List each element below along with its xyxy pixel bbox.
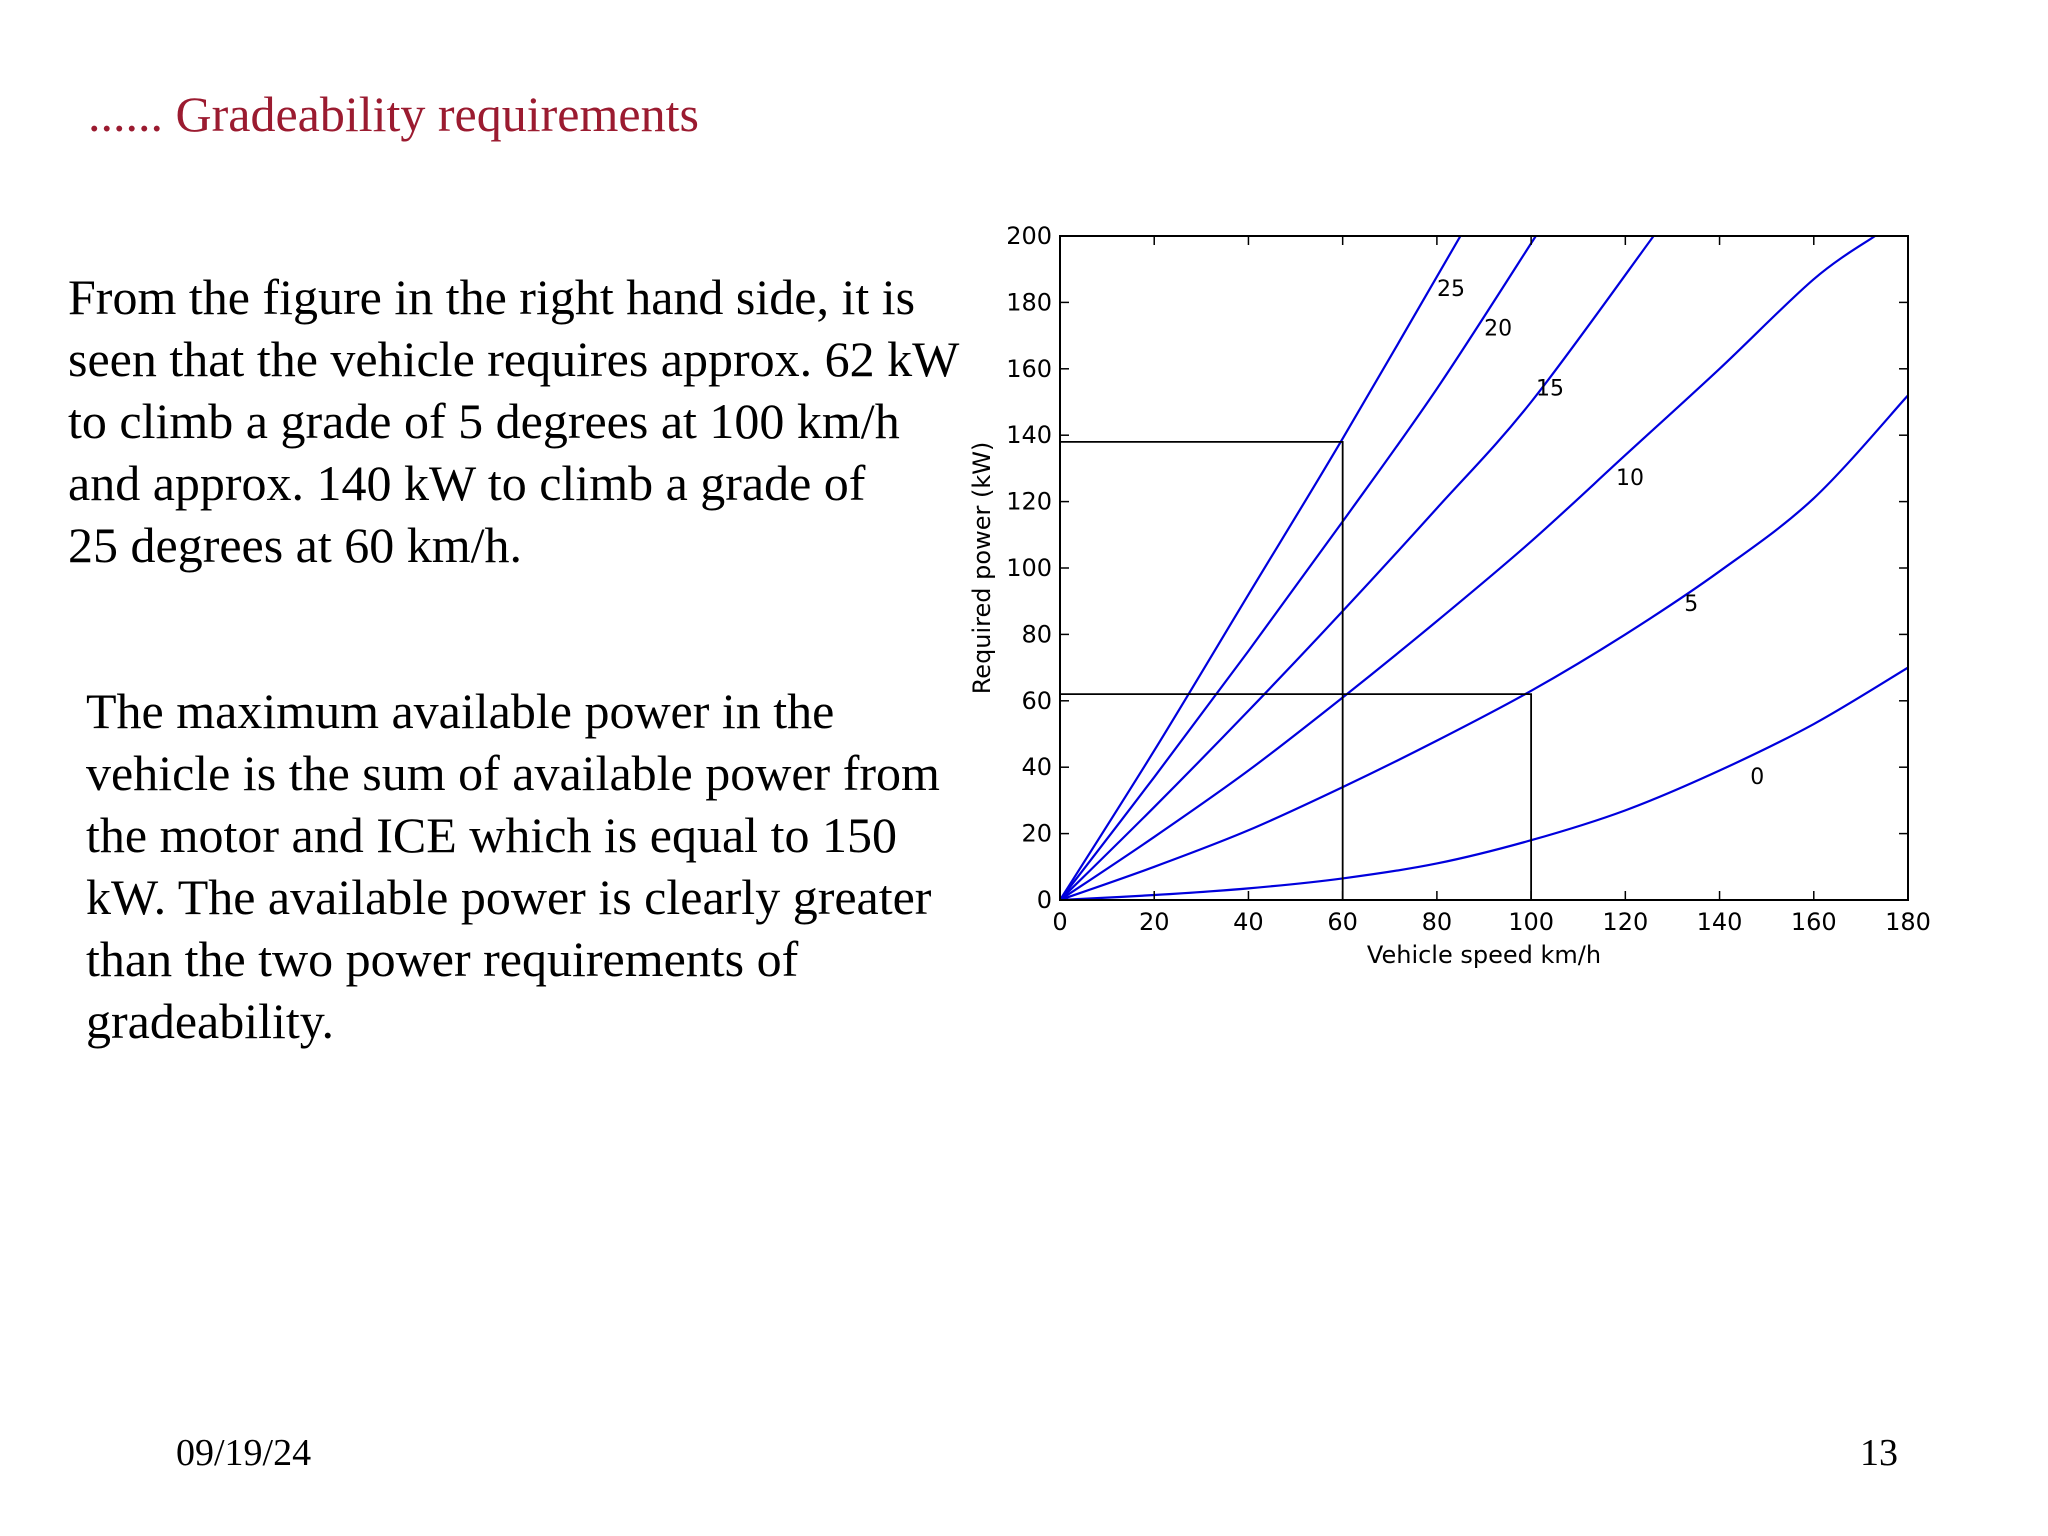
paragraph-line: and approx. 140 kW to climb a grade of [68, 455, 866, 511]
page-number: 13 [1860, 1432, 1898, 1474]
x-tick-label: 100 [1508, 908, 1554, 936]
paragraph-line: The maximum available power in the [86, 683, 835, 739]
series-line-grade-20 [1060, 236, 1537, 900]
y-tick-label: 20 [1021, 820, 1052, 848]
reference-line-1 [1060, 440, 1344, 900]
x-axis-label: Vehicle speed km/h [1367, 941, 1601, 969]
paragraph-line: seen that the vehicle requires approx. 6… [68, 331, 960, 387]
curve-label-5: 5 [1684, 592, 1698, 617]
y-tick-label: 120 [1006, 488, 1052, 516]
paragraph-line: than the two power requirements of [86, 931, 799, 987]
y-tick-label: 160 [1006, 355, 1052, 383]
x-tick-label: 0 [1052, 908, 1067, 936]
x-tick-label: 80 [1422, 908, 1453, 936]
paragraph-line: to climb a grade of 5 degrees at 100 km/… [68, 393, 900, 449]
curve-label-20: 20 [1484, 317, 1512, 342]
x-tick-label: 140 [1697, 908, 1743, 936]
series-line-grade-0 [1060, 666, 1908, 900]
curve-label-15: 15 [1536, 376, 1564, 401]
paragraph-line: From the figure in the right hand side, … [68, 269, 916, 325]
paragraph-line: 25 degrees at 60 km/h. [68, 517, 523, 573]
series-line-grade-5 [1060, 394, 1908, 900]
series-line-grade-15 [1060, 236, 1655, 900]
y-tick-label: 180 [1006, 288, 1052, 316]
y-tick-label: 60 [1021, 687, 1052, 715]
axes: 0 20 40 60 80 100 120 140 160 1800204060801001201… [1006, 222, 1931, 936]
footer-date: 09/19/24 [176, 1432, 312, 1474]
y-axis-label: Required power (kW) [968, 442, 996, 695]
paragraph-line: vehicle is the sum of available power fr… [86, 745, 940, 801]
x-tick-label: 160 [1791, 908, 1837, 936]
x-tick-label: 60 [1327, 908, 1358, 936]
x-tick-label: 120 [1602, 908, 1648, 936]
y-tick-label: 80 [1021, 620, 1052, 648]
plot-content: 25 20 15 10 5 0 [1060, 236, 1908, 900]
y-tick-label: 140 [1006, 421, 1052, 449]
series-line-grade-25 [1060, 236, 1462, 900]
paragraph-line: gradeability. [86, 993, 335, 1049]
curve-label-0: 0 [1750, 765, 1764, 790]
y-tick-label: 40 [1021, 753, 1052, 781]
x-tick-label: 40 [1233, 908, 1264, 936]
y-tick-label: 0 [1037, 886, 1052, 914]
curve-label-10: 10 [1616, 466, 1644, 491]
x-tick-label: 180 [1885, 908, 1931, 936]
reference-line-2 [1060, 693, 1533, 900]
y-tick-label: 100 [1006, 554, 1052, 582]
paragraph-available-power: The maximum available power in the vehic… [86, 680, 940, 1052]
x-tick-label: 20 [1139, 908, 1170, 936]
curve-label-25: 25 [1437, 277, 1465, 302]
slide-title: ...... Gradeability requirements [88, 86, 699, 142]
paragraph-power-requirements: From the figure in the right hand side, … [68, 266, 959, 576]
paragraph-line: kW. The available power is clearly great… [86, 869, 932, 925]
paragraph-line: the motor and ICE which is equal to 150 [86, 807, 897, 863]
power-vs-speed-chart: 25 20 15 10 5 0 0 20 40 60 80 100 120 140 160 180 0 20 40… [968, 222, 1931, 969]
y-tick-label: 200 [1006, 222, 1052, 250]
series-line-grade-10 [1060, 236, 1876, 900]
